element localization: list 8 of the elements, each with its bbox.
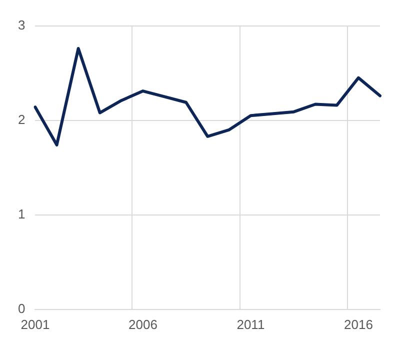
y-tick-label: 2 bbox=[18, 112, 26, 127]
y-tick-label: 0 bbox=[18, 300, 26, 316]
x-tick-label: 2006 bbox=[128, 316, 158, 332]
y-tick-label: 3 bbox=[18, 17, 26, 32]
x-tick-label: 2016 bbox=[344, 316, 373, 332]
x-tick-label: 2011 bbox=[236, 316, 265, 332]
y-tick-label: 1 bbox=[18, 206, 26, 222]
x-tick-label: 2001 bbox=[20, 316, 50, 332]
